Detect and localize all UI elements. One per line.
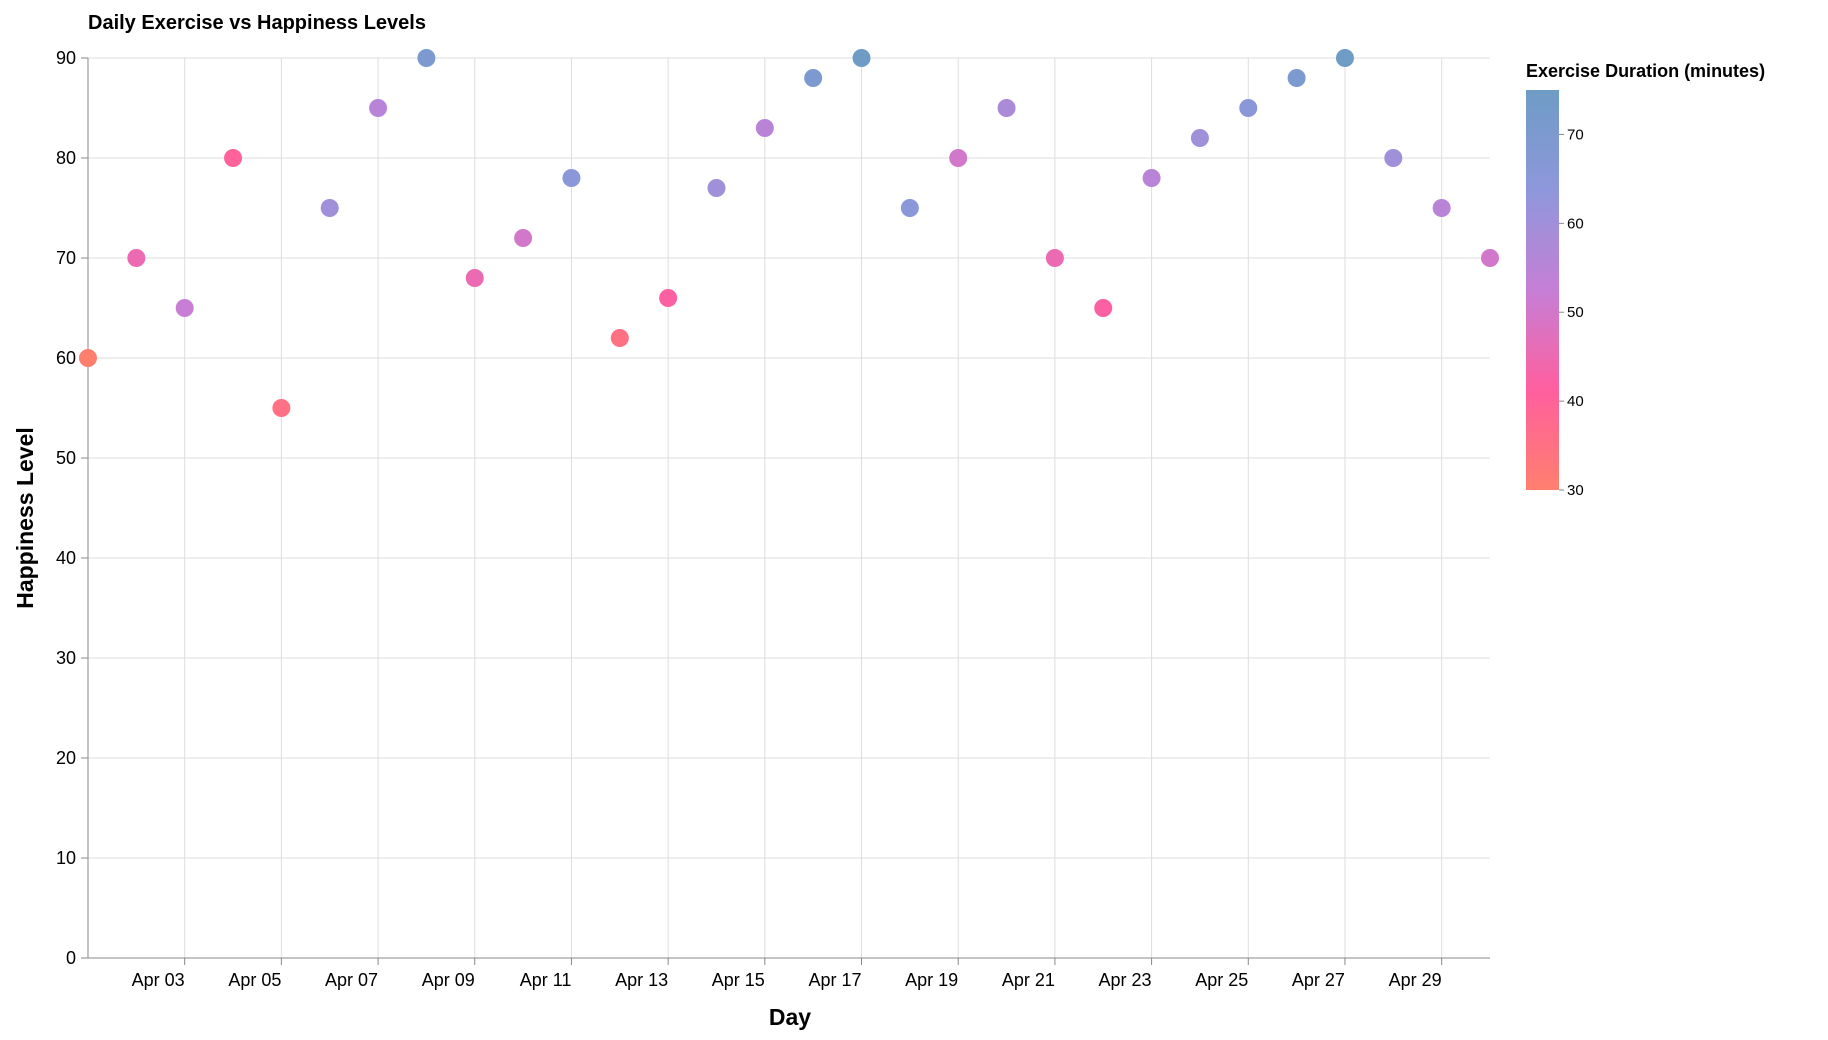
x-tick-label: Apr 17 (808, 970, 861, 990)
data-point (465, 269, 484, 287)
data-point (1045, 249, 1064, 267)
x-tick-label: Apr 09 (422, 970, 475, 990)
data-point (755, 119, 774, 137)
x-tick-label: Apr 13 (615, 970, 668, 990)
data-point (79, 349, 97, 367)
data-point (562, 169, 581, 187)
data-point (1094, 299, 1113, 317)
data-point (852, 49, 871, 67)
data-point (900, 199, 919, 217)
data-point (610, 329, 629, 347)
data-point (175, 299, 194, 317)
x-tick-label: Apr 05 (228, 970, 281, 990)
data-point (1481, 249, 1499, 267)
data-point (272, 399, 291, 417)
data-point (707, 179, 726, 197)
data-point (804, 69, 823, 87)
data-point (997, 99, 1016, 117)
x-tick-label: Apr 07 (325, 970, 378, 990)
x-axis-title: Day (769, 1004, 811, 1030)
legend-tick-label: 40 (1567, 393, 1584, 410)
data-point (417, 49, 436, 67)
y-tick-label: 90 (56, 48, 76, 68)
data-point (127, 249, 146, 267)
data-point (659, 289, 678, 307)
x-tick-label: Apr 29 (1389, 970, 1442, 990)
y-tick-label: 80 (56, 148, 76, 168)
x-tick-label: Apr 23 (1099, 970, 1152, 990)
data-point (224, 149, 243, 167)
legend-tick-label: 60 (1567, 215, 1584, 232)
legend-tick-label: 70 (1567, 126, 1584, 143)
data-point (1287, 69, 1306, 87)
x-tick-label: Apr 21 (1002, 970, 1055, 990)
legend-ticks: 30 40 50 60 70 (1559, 126, 1584, 499)
y-tick-label: 0 (66, 948, 76, 968)
y-tick-label: 30 (56, 648, 76, 668)
data-point (1432, 199, 1451, 217)
x-tick-label: Apr 11 (520, 970, 572, 990)
x-tick-label: Apr 27 (1292, 970, 1345, 990)
data-point (1384, 149, 1403, 167)
y-tick-label: 10 (56, 848, 76, 868)
chart-title: Daily Exercise vs Happiness Levels (88, 12, 426, 34)
y-tick-label: 20 (56, 748, 76, 768)
gridlines (88, 57, 1490, 959)
y-tick-label: 70 (56, 248, 76, 268)
data-point (1190, 129, 1209, 147)
y-tick-label: 60 (56, 348, 76, 368)
data-point (1142, 169, 1161, 187)
data-point (949, 149, 968, 167)
x-tick-label: Apr 25 (1195, 970, 1248, 990)
y-tick-label: 40 (56, 548, 76, 568)
legend-title: Exercise Duration (minutes) (1526, 61, 1765, 81)
legend-tick-label: 30 (1567, 482, 1584, 499)
color-legend: Exercise Duration (minutes) 30 40 50 60 70 (1526, 61, 1765, 499)
legend-tick-label: 50 (1567, 304, 1584, 321)
x-tick-label: Apr 03 (132, 970, 185, 990)
axes: 0 10 20 30 40 50 60 70 80 90 Apr 03 Apr 05 Apr 07 Apr… (56, 48, 1490, 990)
y-axis-title: Happiness Level (12, 427, 38, 609)
legend-color-bar (1526, 90, 1559, 490)
data-point (369, 99, 388, 117)
x-tick-label: Apr 15 (712, 970, 765, 990)
data-point (1239, 99, 1258, 117)
data-point (514, 229, 533, 247)
y-tick-label: 50 (56, 448, 76, 468)
x-tick-label: Apr 19 (905, 970, 958, 990)
data-point (1335, 49, 1354, 67)
data-points (79, 49, 1499, 417)
data-point (320, 199, 339, 217)
